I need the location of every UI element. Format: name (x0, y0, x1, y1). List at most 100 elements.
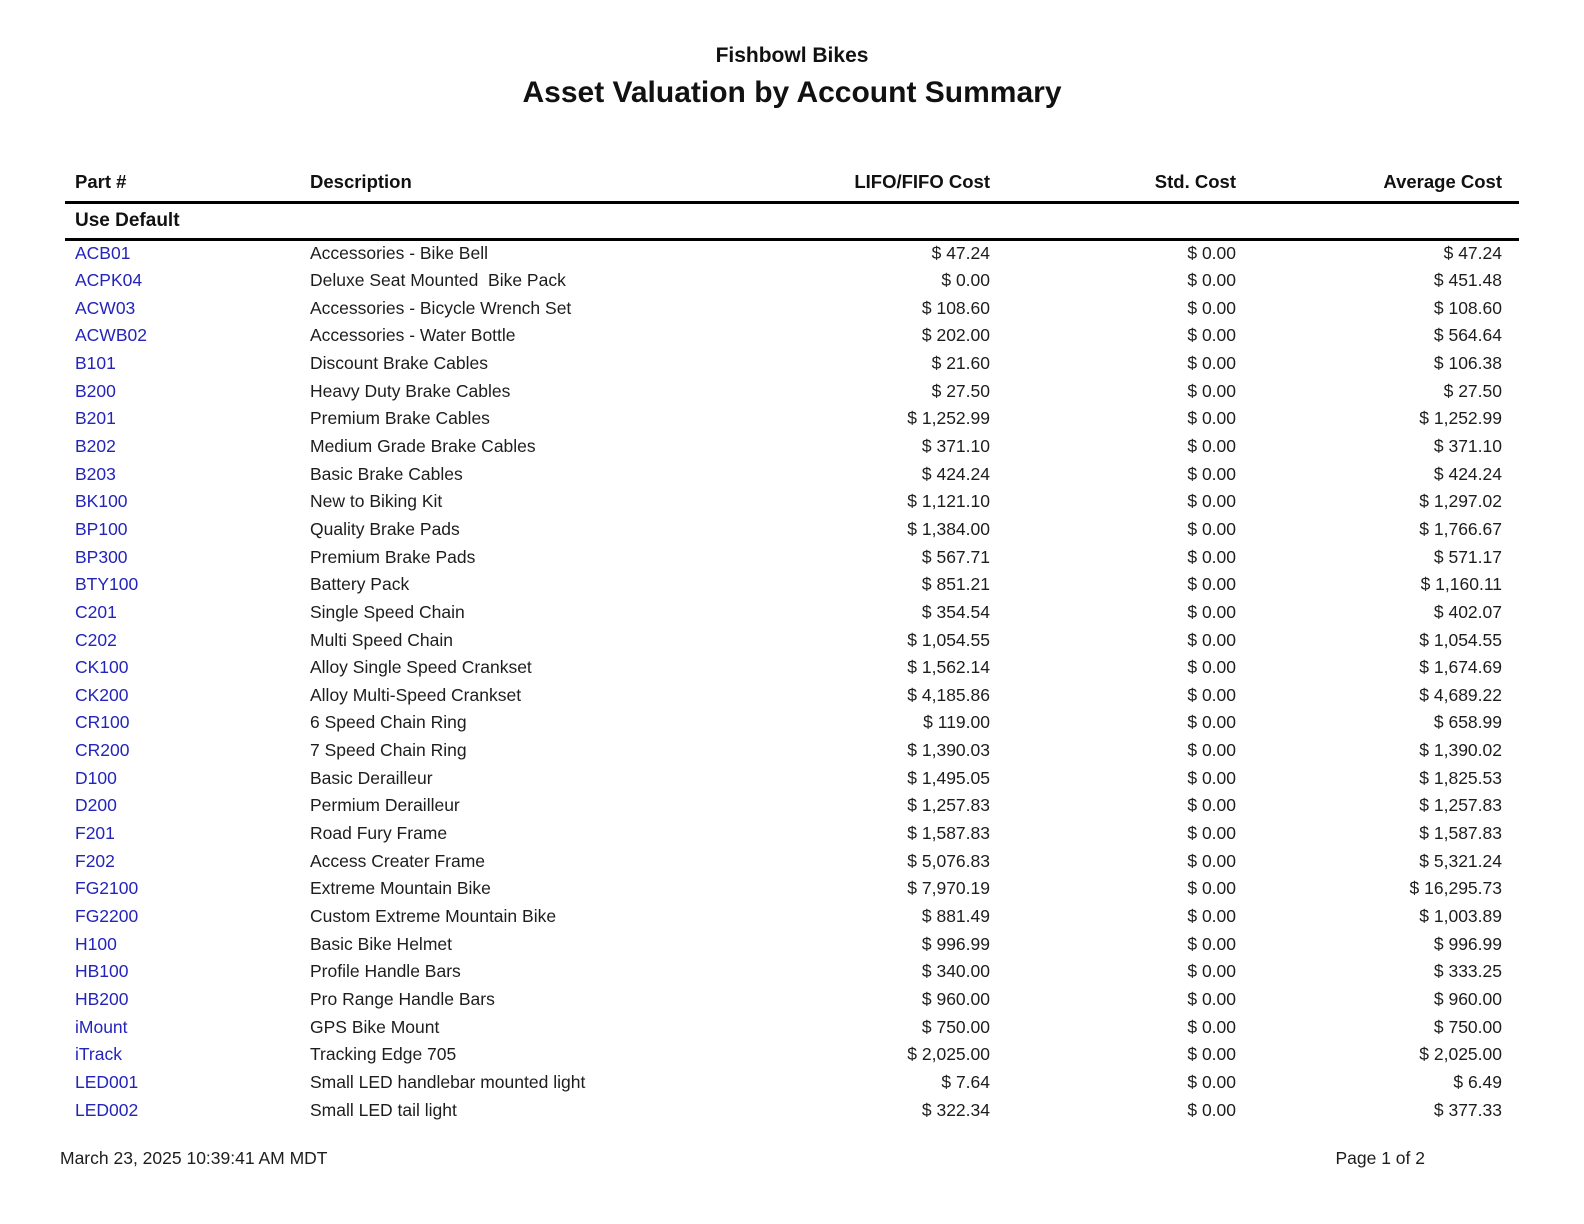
cell-description: Premium Brake Pads (310, 546, 476, 567)
cell-description: Heavy Duty Brake Cables (310, 380, 511, 401)
column-header-std-cost: Std. Cost (990, 166, 1236, 204)
cell-std-cost: $ 0.00 (1187, 546, 1236, 567)
table-row: D100 Basic Derailleur $ 1,495.05 $ 0.00 … (65, 764, 1519, 792)
part-number-link[interactable]: HB200 (75, 989, 129, 1010)
cell-std-cost: $ 0.00 (1187, 1099, 1236, 1120)
cell-average-cost: $ 2,025.00 (1419, 1044, 1502, 1065)
part-number-link[interactable]: B201 (75, 408, 116, 429)
part-number-link[interactable]: BK100 (75, 491, 128, 512)
part-number-link[interactable]: iMount (75, 1016, 128, 1037)
cell-average-cost: $ 1,252.99 (1419, 408, 1502, 429)
cell-average-cost: $ 333.25 (1433, 961, 1502, 982)
cell-lifo-fifo-cost: $ 1,562.14 (907, 657, 990, 678)
cell-std-cost: $ 0.00 (1187, 518, 1236, 539)
part-number-link[interactable]: C202 (75, 629, 117, 650)
cell-description: Accessories - Bike Bell (310, 243, 488, 264)
part-number-link[interactable]: iTrack (75, 1044, 122, 1065)
part-number-link[interactable]: F201 (75, 823, 115, 844)
part-number-link[interactable]: BTY100 (75, 574, 139, 595)
cell-description: Road Fury Frame (310, 823, 448, 844)
cell-part-number: B203 (65, 460, 310, 488)
part-number-link[interactable]: HB100 (75, 961, 129, 982)
cell-std-cost: $ 0.00 (1187, 601, 1236, 622)
footer-timestamp: March 23, 2025 10:39:41 AM MDT (60, 1148, 328, 1168)
part-number-link[interactable]: FG2200 (75, 906, 139, 927)
cell-average-cost: $ 106.38 (1433, 352, 1502, 373)
part-number-link[interactable]: ACW03 (75, 297, 136, 318)
table-row: HB100 Profile Handle Bars $ 340.00 $ 0.0… (65, 958, 1519, 986)
asset-valuation-table: Part # Description LIFO/FIFO Cost Std. C… (65, 166, 1519, 1124)
cell-average-cost: $ 47.24 (1443, 243, 1502, 264)
part-number-link[interactable]: LED002 (75, 1099, 139, 1120)
cell-description: Single Speed Chain (310, 601, 465, 622)
cell-std-cost: $ 0.00 (1187, 574, 1236, 595)
part-number-link[interactable]: F202 (75, 850, 115, 871)
cell-description: Medium Grade Brake Cables (310, 435, 536, 456)
cell-lifo-fifo-cost: $ 7.64 (941, 1072, 990, 1093)
cell-lifo-fifo-cost: $ 1,384.00 (907, 518, 990, 539)
part-number-link[interactable]: C201 (75, 601, 117, 622)
part-number-link[interactable]: D100 (75, 767, 117, 788)
cell-average-cost: $ 1,390.02 (1419, 740, 1502, 761)
part-number-link[interactable]: ACWB02 (75, 325, 147, 346)
cell-description: New to Biking Kit (310, 491, 443, 512)
cell-std-cost: $ 0.00 (1187, 740, 1236, 761)
part-number-link[interactable]: CK200 (75, 684, 129, 705)
cell-std-cost: $ 0.00 (1187, 629, 1236, 650)
section-header-row: Use Default (65, 202, 1519, 241)
cell-lifo-fifo-cost: $ 322.34 (921, 1099, 990, 1120)
cell-std-cost: $ 0.00 (1187, 989, 1236, 1010)
cell-part-number: B201 (65, 405, 310, 433)
cell-std-cost: $ 0.00 (1187, 1044, 1236, 1065)
table-row: H100 Basic Bike Helmet $ 996.99 $ 0.00 $… (65, 930, 1519, 958)
cell-average-cost: $ 960.00 (1433, 989, 1502, 1010)
cell-part-number: B101 (65, 350, 310, 378)
part-number-link[interactable]: CK100 (75, 657, 129, 678)
cell-average-cost: $ 1,766.67 (1419, 518, 1502, 539)
cell-std-cost: $ 0.00 (1187, 795, 1236, 816)
part-number-link[interactable]: CR200 (75, 740, 130, 761)
cell-description: Multi Speed Chain (310, 629, 453, 650)
part-number-link[interactable]: BP300 (75, 546, 128, 567)
part-number-link[interactable]: B203 (75, 463, 116, 484)
table-row: iMount GPS Bike Mount $ 750.00 $ 0.00 $ … (65, 1013, 1519, 1041)
cell-lifo-fifo-cost: $ 7,970.19 (907, 878, 990, 899)
cell-std-cost: $ 0.00 (1187, 850, 1236, 871)
cell-average-cost: $ 658.99 (1433, 712, 1502, 733)
part-number-link[interactable]: D200 (75, 795, 117, 816)
part-number-link[interactable]: H100 (75, 933, 117, 954)
cell-std-cost: $ 0.00 (1187, 684, 1236, 705)
part-number-link[interactable]: B202 (75, 435, 116, 456)
part-number-link[interactable]: B200 (75, 380, 116, 401)
part-number-link[interactable]: LED001 (75, 1072, 139, 1093)
cell-std-cost: $ 0.00 (1187, 243, 1236, 264)
cell-part-number: BTY100 (65, 571, 310, 599)
cell-description: 7 Speed Chain Ring (310, 740, 467, 761)
cell-part-number: B202 (65, 433, 310, 461)
cell-description: Access Creater Frame (310, 850, 486, 871)
cell-std-cost: $ 0.00 (1187, 712, 1236, 733)
cell-lifo-fifo-cost: $ 371.10 (921, 435, 990, 456)
footer-page-indicator: Page 1 of 2 (1335, 1148, 1425, 1168)
part-number-link[interactable]: FG2100 (75, 878, 139, 899)
cell-description: Small LED tail light (310, 1099, 457, 1120)
cell-lifo-fifo-cost: $ 1,390.03 (907, 740, 990, 761)
table-row: ACPK04 Deluxe Seat Mounted Bike Pack $ 0… (65, 267, 1519, 295)
cell-lifo-fifo-cost: $ 47.24 (931, 243, 990, 264)
cell-part-number: CR200 (65, 737, 310, 765)
part-number-link[interactable]: ACB01 (75, 243, 131, 264)
cell-part-number: CR100 (65, 709, 310, 737)
cell-lifo-fifo-cost: $ 1,495.05 (907, 767, 990, 788)
table-row: BK100 New to Biking Kit $ 1,121.10 $ 0.0… (65, 488, 1519, 516)
part-number-link[interactable]: ACPK04 (75, 269, 143, 290)
column-header-description: Description (310, 166, 700, 204)
cell-lifo-fifo-cost: $ 1,257.83 (907, 795, 990, 816)
part-number-link[interactable]: BP100 (75, 518, 128, 539)
part-number-link[interactable]: B101 (75, 352, 116, 373)
cell-description: Pro Range Handle Bars (310, 989, 495, 1010)
part-number-link[interactable]: CR100 (75, 712, 130, 733)
cell-average-cost: $ 6.49 (1453, 1072, 1502, 1093)
cell-lifo-fifo-cost: $ 108.60 (921, 297, 990, 318)
report-footer: March 23, 2025 10:39:41 AM MDT Page 1 of… (0, 1148, 1584, 1172)
cell-description: Quality Brake Pads (310, 518, 460, 539)
